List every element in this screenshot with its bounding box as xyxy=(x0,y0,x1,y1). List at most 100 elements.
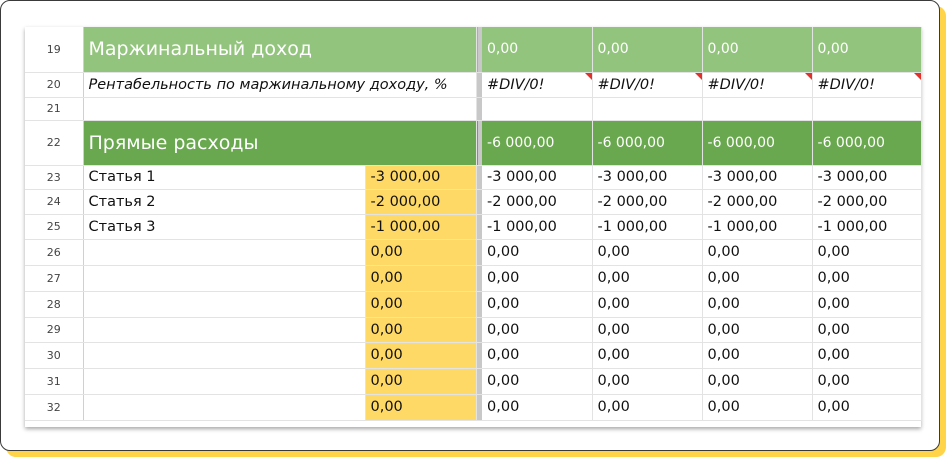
cell-value[interactable]: 0,00 xyxy=(702,265,813,292)
cell-label[interactable] xyxy=(83,97,477,121)
cell-base-input[interactable]: -3 000,00 xyxy=(365,165,477,190)
cell-value[interactable]: -6 000,00 xyxy=(702,120,813,166)
cell-label[interactable]: Статья 1 xyxy=(83,165,366,190)
row-number[interactable]: 27 xyxy=(25,265,84,292)
cell-value[interactable]: #DIV/0! xyxy=(812,72,922,98)
cell-base-input[interactable]: 0,00 xyxy=(365,394,477,421)
cell-label[interactable] xyxy=(83,368,366,395)
cell-value[interactable] xyxy=(592,97,703,121)
cell-base-input[interactable]: 0,00 xyxy=(365,317,477,343)
comment-marker-icon[interactable] xyxy=(804,72,812,80)
row-number[interactable]: 20 xyxy=(25,72,84,98)
cell-value[interactable]: -6 000,00 xyxy=(592,120,703,166)
cell-label[interactable] xyxy=(83,317,366,343)
cell-value[interactable]: 0,00 xyxy=(482,291,593,318)
cell-value[interactable]: 0,00 xyxy=(592,394,703,421)
cell-value[interactable]: #DIV/0! xyxy=(482,72,593,98)
cell-base-input[interactable]: 0,00 xyxy=(365,291,477,318)
cell-label[interactable]: Прямые расходы xyxy=(83,120,477,166)
row-number[interactable]: 25 xyxy=(25,214,84,240)
cell-value[interactable]: 0,00 xyxy=(702,394,813,421)
cell-label[interactable] xyxy=(83,291,366,318)
cell-value[interactable]: 0,00 xyxy=(482,394,593,421)
cell-label[interactable]: Статья 2 xyxy=(83,189,366,215)
cell-value[interactable]: 0,00 xyxy=(812,291,922,318)
cell-value[interactable]: 0,00 xyxy=(482,27,593,73)
cell-value[interactable]: 0,00 xyxy=(482,342,593,369)
cell-value[interactable]: 0,00 xyxy=(812,317,922,343)
cell-base-input[interactable]: -2 000,00 xyxy=(365,189,477,215)
cell-value[interactable]: 0,00 xyxy=(482,317,593,343)
cell-label[interactable] xyxy=(83,265,366,292)
cell-value[interactable]: -3 000,00 xyxy=(702,165,813,190)
row-number[interactable]: 24 xyxy=(25,189,84,215)
cell-value[interactable]: -3 000,00 xyxy=(812,165,922,190)
cell-value[interactable]: #DIV/0! xyxy=(592,72,703,98)
table-row: 32 0,00 0,00 0,00 0,00 0,00 xyxy=(25,394,922,421)
cell-value[interactable]: -1 000,00 xyxy=(812,214,922,240)
cell-value[interactable]: 0,00 xyxy=(812,368,922,395)
cell-value[interactable]: 0,00 xyxy=(592,368,703,395)
cell-value[interactable]: -6 000,00 xyxy=(812,120,922,166)
cell-value[interactable]: 0,00 xyxy=(702,27,813,73)
cell-value[interactable]: 0,00 xyxy=(812,239,922,266)
cell-value[interactable]: -3 000,00 xyxy=(482,165,593,190)
cell-value[interactable]: 0,00 xyxy=(482,265,593,292)
cell-base-input[interactable]: 0,00 xyxy=(365,342,477,369)
cell-value[interactable]: #DIV/0! xyxy=(702,72,813,98)
error-value: #DIV/0! xyxy=(597,76,655,93)
cell-value[interactable] xyxy=(812,97,922,121)
row-number[interactable]: 30 xyxy=(25,342,84,369)
cell-value[interactable]: -2 000,00 xyxy=(482,189,593,215)
cell-value[interactable]: 0,00 xyxy=(812,265,922,292)
row-number[interactable]: 32 xyxy=(25,394,84,421)
cell-value[interactable]: 0,00 xyxy=(592,27,703,73)
cell-label[interactable] xyxy=(83,342,366,369)
cell-value[interactable]: 0,00 xyxy=(702,239,813,266)
cell-label[interactable]: Маржинальный доход xyxy=(83,27,477,73)
comment-marker-icon[interactable] xyxy=(694,72,702,80)
cell-value[interactable]: 0,00 xyxy=(702,342,813,369)
cell-value[interactable]: 0,00 xyxy=(812,342,922,369)
cell-value[interactable]: 0,00 xyxy=(482,368,593,395)
cell-base-input[interactable]: 0,00 xyxy=(365,239,477,266)
cell-base-input[interactable]: 0,00 xyxy=(365,368,477,395)
cell-value[interactable]: 0,00 xyxy=(482,239,593,266)
cell-base-input[interactable]: -1 000,00 xyxy=(365,214,477,240)
cell-value[interactable]: 0,00 xyxy=(592,239,703,266)
row-number[interactable]: 19 xyxy=(25,27,84,73)
row-number[interactable]: 22 xyxy=(25,120,84,166)
row-number[interactable]: 23 xyxy=(25,165,84,190)
cell-value[interactable]: -6 000,00 xyxy=(482,120,593,166)
row-number[interactable]: 31 xyxy=(25,368,84,395)
cell-value[interactable]: 0,00 xyxy=(702,317,813,343)
cell-value[interactable]: 0,00 xyxy=(592,265,703,292)
cell-base-input[interactable]: 0,00 xyxy=(365,265,477,292)
cell-label[interactable]: Статья 3 xyxy=(83,214,366,240)
cell-value[interactable]: 0,00 xyxy=(702,368,813,395)
cell-value[interactable]: 0,00 xyxy=(812,394,922,421)
row-number[interactable]: 21 xyxy=(25,97,84,121)
row-number[interactable]: 29 xyxy=(25,317,84,343)
cell-value[interactable]: -2 000,00 xyxy=(702,189,813,215)
cell-value[interactable]: -3 000,00 xyxy=(592,165,703,190)
row-number[interactable]: 28 xyxy=(25,291,84,318)
cell-value[interactable]: 0,00 xyxy=(592,317,703,343)
cell-value[interactable]: 0,00 xyxy=(702,291,813,318)
cell-value[interactable]: -2 000,00 xyxy=(592,189,703,215)
cell-value[interactable]: -2 000,00 xyxy=(812,189,922,215)
cell-value[interactable]: -1 000,00 xyxy=(702,214,813,240)
cell-label[interactable] xyxy=(83,239,366,266)
cell-label[interactable] xyxy=(83,394,366,421)
cell-value[interactable]: 0,00 xyxy=(592,342,703,369)
cell-value[interactable]: -1 000,00 xyxy=(592,214,703,240)
comment-marker-icon[interactable] xyxy=(584,72,592,80)
cell-label[interactable]: Рентабельность по маржинальному доходу, … xyxy=(83,72,477,98)
cell-value[interactable] xyxy=(482,97,593,121)
cell-value[interactable]: 0,00 xyxy=(592,291,703,318)
cell-value[interactable] xyxy=(702,97,813,121)
comment-marker-icon[interactable] xyxy=(913,72,921,80)
row-number[interactable]: 26 xyxy=(25,239,84,266)
cell-value[interactable]: 0,00 xyxy=(812,27,922,73)
cell-value[interactable]: -1 000,00 xyxy=(482,214,593,240)
